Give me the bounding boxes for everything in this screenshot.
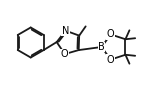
Text: O: O [107,29,114,39]
Text: N: N [62,26,69,36]
Text: O: O [107,55,114,65]
Text: O: O [61,49,69,59]
Text: B: B [98,42,105,52]
